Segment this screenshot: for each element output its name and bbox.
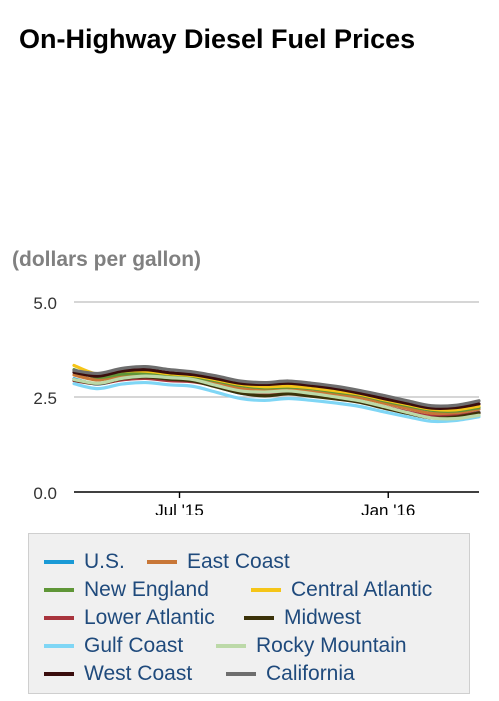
series-line-rocky-mountain — [72, 374, 481, 421]
legend-label: U.S. — [84, 550, 125, 573]
legend-item-california[interactable]: California — [226, 660, 355, 688]
series-line-california — [72, 364, 481, 408]
legend-swatch — [44, 672, 74, 676]
legend-label: Lower Atlantic — [84, 606, 215, 629]
legend-item-midwest[interactable]: Midwest — [244, 604, 361, 632]
legend-item-central-atlantic[interactable]: Central Atlantic — [251, 576, 432, 604]
legend-item-gulf-coast[interactable]: Gulf Coast — [44, 632, 183, 660]
legend-item-u-s[interactable]: U.S. — [44, 548, 125, 576]
legend-label: California — [266, 662, 355, 685]
grid-lines — [74, 301, 479, 398]
legend-label: Midwest — [284, 606, 362, 629]
axes: 0.0 2.5 5.0 Jul '15 Jan '16 — [33, 294, 479, 515]
legend-item-new-england[interactable]: New England — [44, 576, 209, 604]
legend-label: New England — [84, 578, 209, 601]
legend-swatch — [226, 672, 256, 676]
units-label: (dollars per gallon) — [12, 248, 202, 271]
y-tick-label: 2.5 — [33, 389, 57, 408]
chart-legend: U.S. East Coast New England Central Atlanti… — [28, 533, 470, 694]
legend-swatch — [251, 588, 281, 592]
legend-item-east-coast[interactable]: East Coast — [147, 548, 290, 576]
legend-swatch — [44, 560, 74, 564]
legend-item-lower-atlantic[interactable]: Lower Atlantic — [44, 604, 215, 632]
legend-swatch — [44, 588, 74, 592]
legend-label: West Coast — [84, 662, 193, 685]
legend-swatch — [44, 616, 74, 620]
x-tick-label: Jul '15 — [155, 501, 204, 515]
legend-swatch — [44, 644, 74, 648]
legend-label: Rocky Mountain — [256, 634, 407, 657]
line-chart: 0.0 2.5 5.0 Jul '15 Jan '16 — [33, 294, 481, 515]
legend-swatch — [147, 560, 177, 564]
series-lines — [72, 363, 481, 424]
y-tick-label: 0.0 — [33, 484, 57, 503]
x-tick-label: Jan '16 — [361, 501, 415, 515]
y-tick-label: 5.0 — [33, 294, 57, 313]
series-line-gulf-coast — [72, 380, 481, 424]
legend-item-west-coast[interactable]: West Coast — [44, 660, 192, 688]
series-line-west-coast — [72, 367, 481, 410]
legend-item-rocky-mountain[interactable]: Rocky Mountain — [216, 632, 407, 660]
legend-label: Central Atlantic — [291, 578, 433, 601]
chart-title: On-Highway Diesel Fuel Prices — [19, 24, 416, 54]
legend-label: East Coast — [187, 550, 290, 573]
legend-swatch — [244, 616, 274, 620]
legend-swatch — [216, 644, 246, 648]
legend-label: Gulf Coast — [84, 634, 184, 657]
